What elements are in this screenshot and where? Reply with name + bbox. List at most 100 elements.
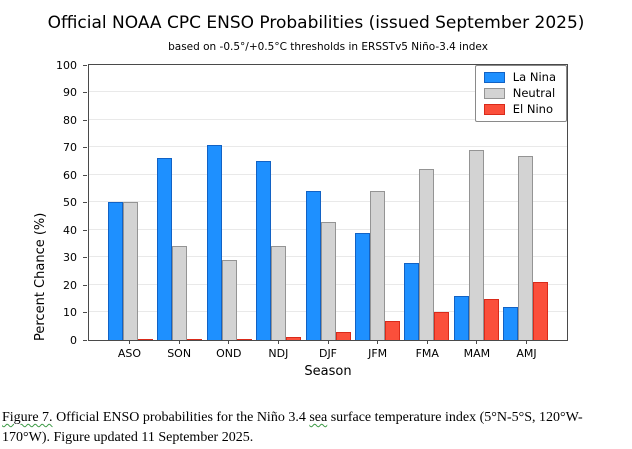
x-tick: SON bbox=[157, 341, 202, 360]
legend-item: El Nino bbox=[483, 103, 556, 116]
x-tick-mark bbox=[526, 341, 527, 344]
bar-series-container bbox=[89, 65, 567, 340]
y-tick-label: 80 bbox=[63, 114, 77, 127]
bar-el-nino bbox=[483, 299, 499, 340]
x-tick-mark bbox=[277, 341, 279, 344]
y-tick-mark bbox=[83, 230, 87, 231]
y-axis: 0 10 20 30 40 50 60 70 80 90 100 bbox=[0, 59, 88, 347]
x-tick-label: AMJ bbox=[516, 347, 537, 360]
bar-neutral bbox=[221, 260, 237, 340]
bar-la-nina bbox=[206, 145, 222, 340]
bar-neutral bbox=[172, 246, 188, 340]
x-tick-mark bbox=[476, 341, 478, 344]
figure-caption: Figure 7. Official ENSO probabilities fo… bbox=[0, 400, 632, 449]
bar-neutral bbox=[320, 222, 336, 340]
x-tick-label: FMA bbox=[415, 347, 439, 360]
bar-la-nina bbox=[503, 307, 518, 340]
bar-la-nina bbox=[453, 296, 469, 340]
chart-subtitle: based on -0.5°/+0.5°C thresholds in ERSS… bbox=[168, 41, 488, 53]
figure-caption-sea-word: sea bbox=[309, 410, 328, 425]
bar-el-nino bbox=[533, 282, 548, 340]
x-tick: AMJ bbox=[504, 341, 549, 360]
x-tick-label: NDJ bbox=[268, 347, 289, 360]
x-tick-mark bbox=[228, 341, 230, 344]
bar-group bbox=[108, 202, 153, 340]
y-tick-label: 70 bbox=[63, 141, 77, 154]
chart-title: Official NOAA CPC ENSO Probabilities (is… bbox=[47, 13, 585, 33]
legend-item: La Nina bbox=[483, 70, 556, 84]
bar-el-nino bbox=[434, 312, 450, 340]
legend-item: Neutral bbox=[483, 86, 556, 100]
bar-neutral bbox=[369, 191, 385, 340]
bar-el-nino bbox=[187, 339, 203, 340]
figure-caption-label: Figure 7. bbox=[2, 410, 53, 425]
x-tick-mark bbox=[426, 341, 428, 344]
bar-neutral bbox=[468, 150, 484, 340]
x-tick-mark bbox=[178, 341, 180, 344]
bar-el-nino bbox=[384, 321, 400, 340]
x-tick-mark bbox=[377, 341, 379, 344]
gridline bbox=[89, 119, 567, 120]
legend-label: Neutral bbox=[512, 86, 556, 100]
bar-el-nino bbox=[236, 339, 252, 340]
bar-el-nino bbox=[335, 332, 351, 340]
x-axis: ASO SON OND NDJ DJF JFM FMA MAM AMJ bbox=[88, 341, 568, 360]
bar-la-nina bbox=[256, 161, 272, 340]
y-tick-label: 90 bbox=[63, 86, 77, 99]
bar-group bbox=[305, 191, 351, 340]
y-tick-mark bbox=[83, 175, 87, 176]
gridline bbox=[89, 174, 567, 175]
bar-la-nina bbox=[157, 158, 173, 340]
legend-swatch bbox=[483, 72, 505, 83]
y-tick-label: 10 bbox=[63, 306, 77, 319]
bar-el-nino bbox=[138, 339, 153, 340]
bar-la-nina bbox=[404, 263, 420, 340]
y-tick-mark bbox=[83, 65, 87, 66]
x-tick-mark bbox=[327, 341, 329, 344]
enso-probability-figure: Official NOAA CPC ENSO Probabilities (is… bbox=[0, 13, 585, 379]
y-tick-mark bbox=[83, 147, 87, 148]
bar-group bbox=[157, 158, 203, 340]
legend: La Nina Neutral El Nino bbox=[474, 65, 567, 122]
bar-neutral bbox=[271, 246, 287, 340]
gridline bbox=[89, 201, 567, 202]
bar-group bbox=[256, 161, 302, 340]
y-tick-mark bbox=[83, 257, 87, 258]
x-tick-label: DJF bbox=[318, 347, 338, 360]
x-tick: OND bbox=[206, 341, 251, 360]
x-axis-label: Season bbox=[304, 364, 352, 379]
y-tick-label: 40 bbox=[63, 224, 77, 237]
x-tick-label: ASO bbox=[117, 347, 142, 360]
x-tick: MAM bbox=[454, 341, 499, 360]
bar-group bbox=[354, 191, 400, 340]
y-tick-label: 0 bbox=[70, 334, 77, 347]
x-tick: DJF bbox=[306, 341, 351, 360]
legend-label: La Nina bbox=[512, 70, 556, 84]
y-tick-label: 100 bbox=[56, 59, 77, 72]
bar-neutral bbox=[518, 156, 533, 340]
x-tick-label: OND bbox=[216, 347, 242, 360]
bar-la-nina bbox=[354, 233, 370, 340]
x-tick-mark bbox=[129, 341, 130, 344]
legend-swatch bbox=[483, 104, 505, 115]
y-tick-mark bbox=[83, 120, 87, 121]
y-tick-label: 60 bbox=[63, 169, 77, 182]
x-tick: ASO bbox=[107, 341, 152, 360]
x-tick: JFM bbox=[355, 341, 400, 360]
bar-el-nino bbox=[286, 337, 302, 340]
y-tick-mark bbox=[83, 285, 87, 286]
bar-group bbox=[206, 145, 252, 340]
x-tick-label: MAM bbox=[463, 347, 491, 360]
y-tick-mark bbox=[83, 92, 87, 93]
legend-swatch bbox=[483, 88, 505, 99]
x-tick: FMA bbox=[405, 341, 450, 360]
x-tick-label: JFM bbox=[368, 347, 388, 360]
bar-neutral bbox=[419, 169, 435, 340]
bar-neutral bbox=[123, 202, 138, 340]
y-tick-label: 30 bbox=[63, 251, 77, 264]
gridline bbox=[89, 91, 567, 92]
bar-la-nina bbox=[108, 202, 123, 340]
gridline bbox=[89, 146, 567, 147]
bar-group bbox=[453, 150, 499, 340]
y-tick-mark bbox=[83, 340, 87, 341]
